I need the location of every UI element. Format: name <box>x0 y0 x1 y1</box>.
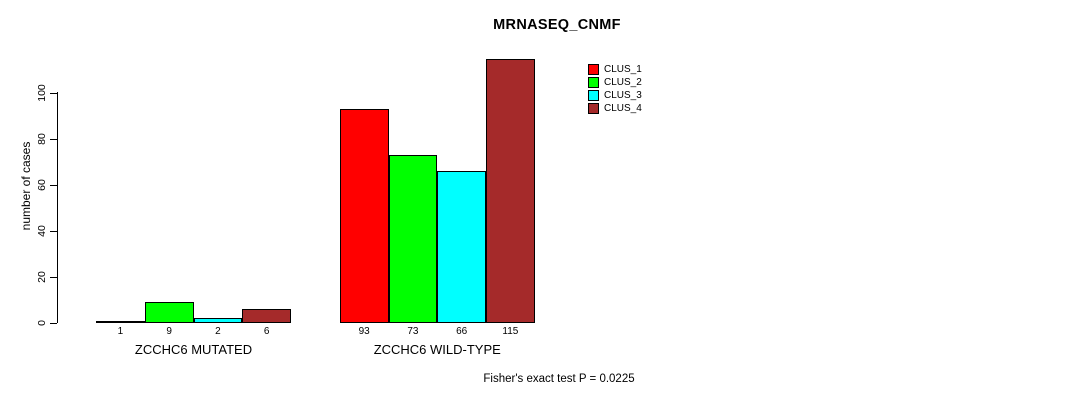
chart-title: MRNASEQ_CNMF <box>493 17 621 33</box>
bar-value-label: 1 <box>117 326 124 337</box>
y-tick-mark <box>50 92 57 94</box>
y-tick-label: 20 <box>36 271 48 283</box>
legend-label: CLUS_3 <box>604 89 642 101</box>
legend-entry: CLUS_4 <box>588 102 642 114</box>
x-group-label: ZCCHC6 MUTATED <box>134 342 253 357</box>
bar-value-label: 6 <box>263 326 270 337</box>
y-tick-label: 40 <box>36 225 48 237</box>
bar-clus_2-group2 <box>388 155 438 323</box>
legend-label: CLUS_1 <box>604 64 642 75</box>
bar-clus_1-group2 <box>339 109 389 323</box>
legend-entry: CLUS_3 <box>588 89 642 101</box>
legend-swatch-clus_3 <box>588 89 599 101</box>
bar-clus_4-group2 <box>486 58 535 323</box>
y-axis-title: number of cases <box>19 141 33 231</box>
bar-clus_3-group2 <box>437 171 486 323</box>
y-tick-label: 80 <box>36 133 48 145</box>
bar-value-label: 9 <box>166 326 172 337</box>
bar-clus_2-group1 <box>144 302 194 323</box>
legend-swatch-clus_2 <box>588 76 599 88</box>
bar-value-label: 2 <box>215 326 221 337</box>
bar-value-label: 115 <box>502 326 519 337</box>
bar-clus_1-group1 <box>96 320 145 323</box>
bar-clus_4-group1 <box>242 309 291 323</box>
y-tick-label: 0 <box>36 320 48 326</box>
legend-label: CLUS_4 <box>604 102 642 114</box>
legend-entry: CLUS_1 <box>588 64 642 75</box>
y-tick-mark <box>50 322 57 324</box>
y-tick-mark <box>50 230 57 232</box>
bar-value-label: 66 <box>456 326 468 337</box>
x-group-label: ZCCHC6 WILD-TYPE <box>373 342 501 357</box>
y-tick-label: 60 <box>36 179 48 191</box>
y-tick-label: 100 <box>36 84 48 102</box>
y-axis-line <box>57 92 58 323</box>
y-tick-mark <box>50 184 57 186</box>
legend-label: CLUS_2 <box>604 76 642 88</box>
legend-swatch-clus_1 <box>588 64 599 75</box>
legend-swatch-clus_4 <box>588 102 599 114</box>
y-tick-mark <box>50 276 57 278</box>
bar-value-label: 93 <box>358 326 370 337</box>
bar-value-label: 73 <box>407 326 419 337</box>
legend-entry: CLUS_2 <box>588 76 642 88</box>
stat-annotation: Fisher's exact test P = 0.0225 <box>483 373 635 385</box>
bar-clus_3-group1 <box>193 318 243 323</box>
y-tick-mark <box>50 138 57 140</box>
